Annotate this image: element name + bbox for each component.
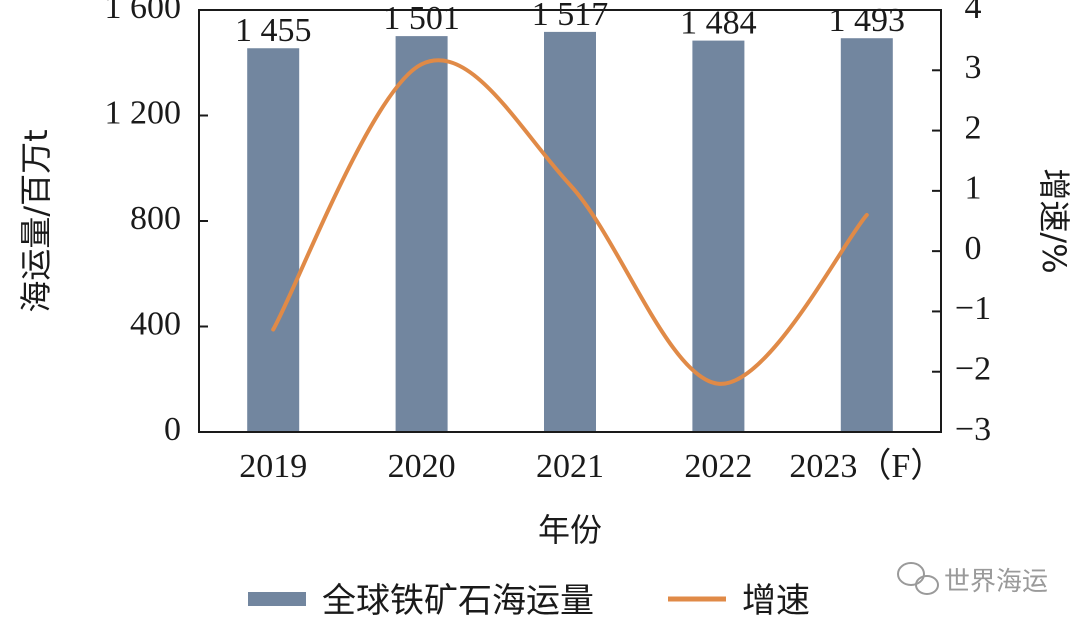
right-tick-label: 3 (965, 49, 982, 86)
bar-value-label: 1 493 (829, 2, 906, 39)
bar-value-label: 1 455 (235, 12, 312, 49)
right-axis-ticks: −3 −2 −1 0 1 2 3 4 (932, 0, 991, 448)
bar-0 (247, 48, 300, 433)
x-tick-label: 2022 (684, 448, 752, 485)
right-tick-label: −1 (955, 290, 991, 327)
watermark: 世界海运 (897, 562, 1048, 597)
right-tick-label: 4 (965, 0, 982, 26)
legend: 全球铁矿石海运量 增速 (248, 581, 810, 621)
bar-4 (840, 38, 893, 432)
bar-series (247, 31, 893, 433)
watermark-text: 世界海运 (944, 567, 1048, 597)
growth-rate-line (271, 58, 869, 386)
right-tick-label: 2 (965, 109, 982, 146)
x-tick-label: 2023（F） (789, 447, 944, 485)
bar-value-label: 1 517 (532, 0, 609, 33)
right-tick-label: −2 (955, 351, 991, 388)
x-axis-ticks: 2019 2020 2021 2022 2023（F） (239, 447, 944, 485)
x-tick-label: 2020 (388, 448, 456, 485)
x-axis-title: 年份 (538, 511, 602, 549)
bar-2 (544, 31, 596, 433)
legend-bar-label: 全球铁矿石海运量 (322, 581, 594, 621)
bar-3 (692, 40, 745, 432)
x-tick-label: 2021 (536, 448, 604, 485)
legend-line-label: 增速 (742, 581, 810, 621)
right-tick-label: 0 (965, 230, 982, 267)
left-axis-ticks: 0 400 800 1 200 1 600 (105, 0, 208, 448)
left-tick-label: 400 (130, 305, 181, 342)
wechat-icon (897, 562, 939, 595)
y2-axis-title: 增速/% (1035, 168, 1073, 273)
left-tick-label: 1 200 (105, 94, 182, 131)
right-tick-label: 1 (965, 170, 982, 207)
x-tick-label: 2019 (239, 448, 307, 485)
bar-value-label: 1 501 (383, 0, 460, 37)
left-tick-label: 1 600 (105, 0, 182, 26)
right-tick-label: −3 (955, 411, 991, 448)
left-tick-label: 0 (164, 411, 181, 448)
left-tick-label: 800 (130, 200, 181, 237)
legend-bar-swatch (248, 592, 306, 606)
bar-1 (395, 36, 448, 433)
y-axis-title: 海运量/百万t (17, 129, 55, 312)
